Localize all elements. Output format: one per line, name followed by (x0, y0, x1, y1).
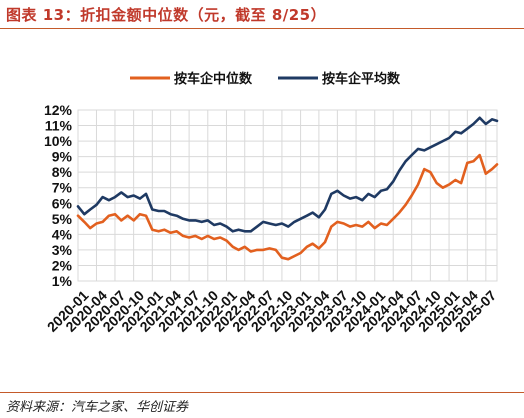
grid-lines (77, 109, 498, 282)
y-tick-label: 2% (52, 257, 73, 273)
y-tick-label: 7% (52, 180, 73, 196)
source-divider (0, 392, 524, 393)
y-tick-label: 4% (52, 226, 73, 242)
y-tick-label: 8% (52, 164, 73, 180)
y-tick-label: 10% (44, 133, 73, 149)
y-tick-label: 5% (52, 211, 73, 227)
y-tick-label: 6% (52, 195, 73, 211)
legend-label-mean: 按车企平均数 (322, 71, 401, 87)
y-tick-label: 3% (52, 242, 73, 258)
median-series-line (76, 153, 499, 261)
title-divider (0, 28, 524, 29)
line-chart: 1%2%3%4%5%6%7%8%9%10%11%12% 2020-012020-… (44, 71, 500, 335)
figure-title: 图表 13：折扣金额中位数（元，截至 8/25） (6, 6, 327, 24)
y-tick-label: 12% (44, 102, 73, 118)
legend: 按车企中位数 按车企平均数 (130, 71, 401, 87)
source-note: 资料来源：汽车之家、华创证券 (6, 400, 189, 415)
x-axis-ticks: 2020-012020-042020-072020-102021-012021-… (44, 287, 500, 335)
mean-series-line (76, 116, 499, 233)
legend-label-median: 按车企中位数 (174, 71, 253, 87)
y-tick-label: 11% (45, 118, 73, 134)
y-tick-label: 1% (52, 273, 73, 289)
plot-frame (77, 109, 498, 282)
series-lines (76, 116, 499, 261)
y-tick-label: 9% (52, 149, 73, 165)
y-axis-ticks: 1%2%3%4%5%6%7%8%9%10%11%12% (44, 102, 73, 289)
